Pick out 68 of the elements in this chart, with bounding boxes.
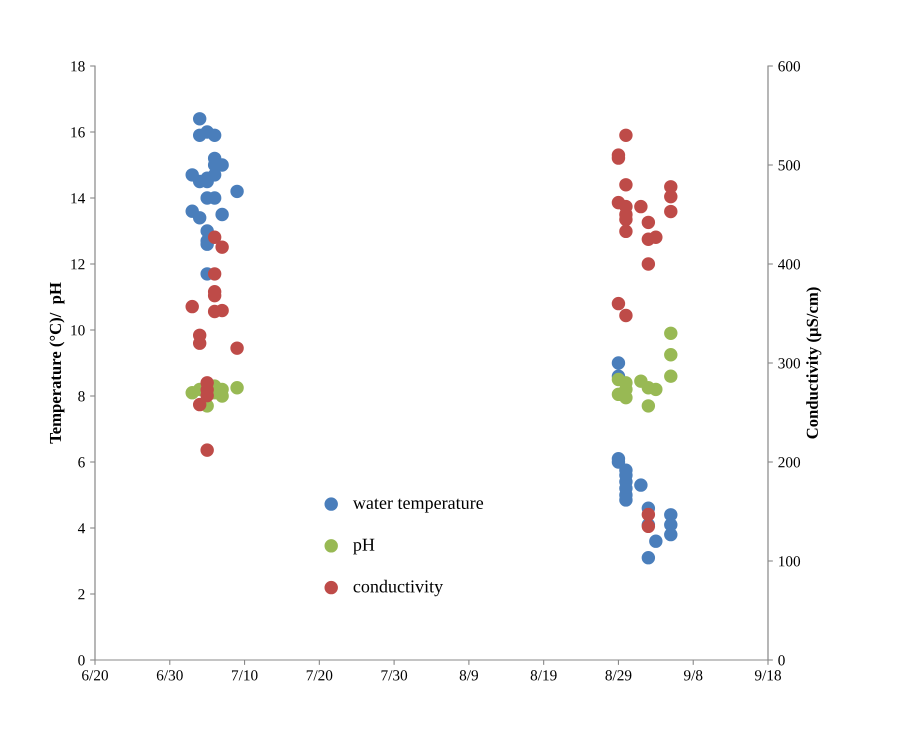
x-tick-label: 6/30: [156, 670, 183, 680]
y2-tick-label: 200: [778, 457, 800, 468]
point: [208, 267, 222, 281]
point: [619, 308, 633, 322]
point: [664, 326, 678, 340]
point: [649, 534, 663, 548]
y-tick-label: 16: [71, 127, 85, 138]
point: [642, 216, 656, 230]
y2-axis-title: Conductivity (µS/cm): [806, 287, 822, 439]
y2-tick-label: 300: [778, 358, 800, 368]
point: [642, 399, 656, 413]
x-tick-label: 7/10: [232, 670, 258, 680]
point: [642, 257, 656, 271]
point: [649, 230, 663, 244]
point: [230, 184, 244, 198]
point: [230, 341, 244, 355]
point: [649, 382, 663, 396]
y-tick-label: 18: [71, 61, 85, 72]
legend-label: pH: [353, 538, 374, 554]
point: [619, 128, 633, 142]
point: [186, 300, 199, 314]
x-tick-label: 6/20: [82, 670, 108, 680]
point: [664, 348, 678, 362]
y-tick-label: 4: [78, 523, 86, 534]
point: [634, 200, 648, 214]
y2-tick-label: 100: [779, 556, 800, 566]
point: [192, 398, 206, 412]
y-tick-label: 6: [78, 457, 85, 468]
y-tick-label: 8: [78, 391, 85, 402]
point: [619, 224, 633, 238]
point: [612, 296, 626, 310]
point: [230, 381, 244, 394]
x-tick-label: 8/19: [530, 670, 557, 680]
point: [192, 112, 206, 126]
point: [612, 356, 626, 370]
point: [642, 550, 656, 564]
y2-tick-label: 400: [778, 259, 800, 270]
y2-tick-label: 600: [778, 61, 800, 72]
legend-label: water temperature: [352, 498, 484, 513]
y-tick-label: 10: [71, 325, 85, 336]
point: [642, 508, 656, 522]
y-tick-label: 0: [78, 655, 85, 666]
y-tick-label: 12: [71, 259, 84, 270]
x-tick-label: 9/8: [684, 670, 702, 680]
x-tick-label: 8/29: [605, 670, 632, 680]
x-tick-label: 8/9: [460, 670, 478, 680]
x-tick-label: 7/20: [306, 670, 332, 680]
point: [215, 240, 229, 254]
point: [215, 208, 229, 222]
point: [208, 230, 222, 244]
y2-tick-label: 0: [778, 655, 785, 666]
point: [664, 528, 678, 542]
point: [208, 168, 222, 182]
x-tick-label: 7/30: [382, 670, 408, 680]
point: [208, 128, 222, 142]
point: [664, 190, 678, 204]
legend-label: conductivity: [354, 580, 444, 596]
y-axis-title: Temperature (°C)/ pH: [49, 282, 64, 444]
point: [619, 178, 633, 192]
point: [634, 478, 648, 492]
x-tick-label: 9/18: [754, 670, 781, 680]
y-tick-label: 14: [71, 193, 86, 204]
y-tick-label: 2: [78, 589, 84, 600]
point: [200, 443, 214, 457]
point: [664, 369, 678, 383]
point: [664, 204, 678, 218]
y2-tick-label: 500: [778, 160, 800, 170]
point: [192, 211, 206, 225]
